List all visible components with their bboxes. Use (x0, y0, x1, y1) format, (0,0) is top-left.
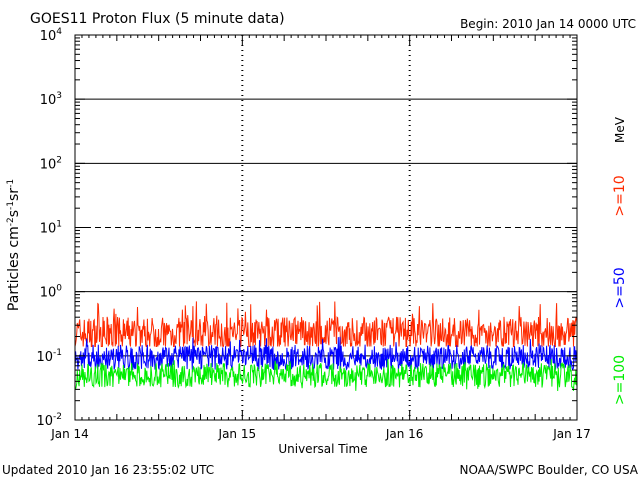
x-tick-labels: Jan 14 Jan 15 Jan 16 Jan 17 (50, 427, 591, 441)
y-tick-label: 100 (40, 284, 63, 301)
units-label: MeV (613, 116, 627, 143)
y-tick-labels: 10-2 10-1 100 101 102 103 104 (36, 27, 62, 429)
y-tick-label: 10-2 (36, 412, 62, 429)
x-tick-label: Jan 16 (385, 427, 424, 441)
series-line-3 (74, 358, 578, 392)
frame-layer (74, 34, 578, 421)
series-legend: MeV >=10 >=50 >=100 (612, 116, 628, 405)
x-tick-label: Jan 14 (50, 427, 89, 441)
chart-title: GOES11 Proton Flux (5 minute data) (30, 11, 285, 27)
series-layer (74, 301, 578, 392)
legend-1: >=10 (612, 175, 628, 216)
x-axis-label: Universal Time (278, 442, 367, 456)
y-tick-label: 101 (40, 220, 62, 237)
begin-label: Begin: 2010 Jan 14 0000 UTC (460, 17, 636, 31)
legend-3: >=100 (612, 355, 628, 405)
series-line-2 (74, 336, 578, 371)
y-tick-label: 102 (40, 155, 62, 172)
series-line-1 (74, 301, 578, 348)
plot-frame (74, 34, 578, 421)
x-tick-label: Jan 15 (218, 427, 257, 441)
credit-label: NOAA/SWPC Boulder, CO USA (460, 463, 639, 477)
x-tick-label: Jan 17 (552, 427, 591, 441)
updated-label: Updated 2010 Jan 16 23:55:02 UTC (2, 463, 214, 477)
y-axis-label: Particles cm-2s-1sr-1 (6, 179, 22, 311)
y-tick-label: 104 (40, 27, 63, 44)
y-tick-label: 10-1 (36, 348, 62, 365)
y-tick-label: 103 (40, 91, 62, 108)
legend-2: >=50 (612, 267, 628, 308)
